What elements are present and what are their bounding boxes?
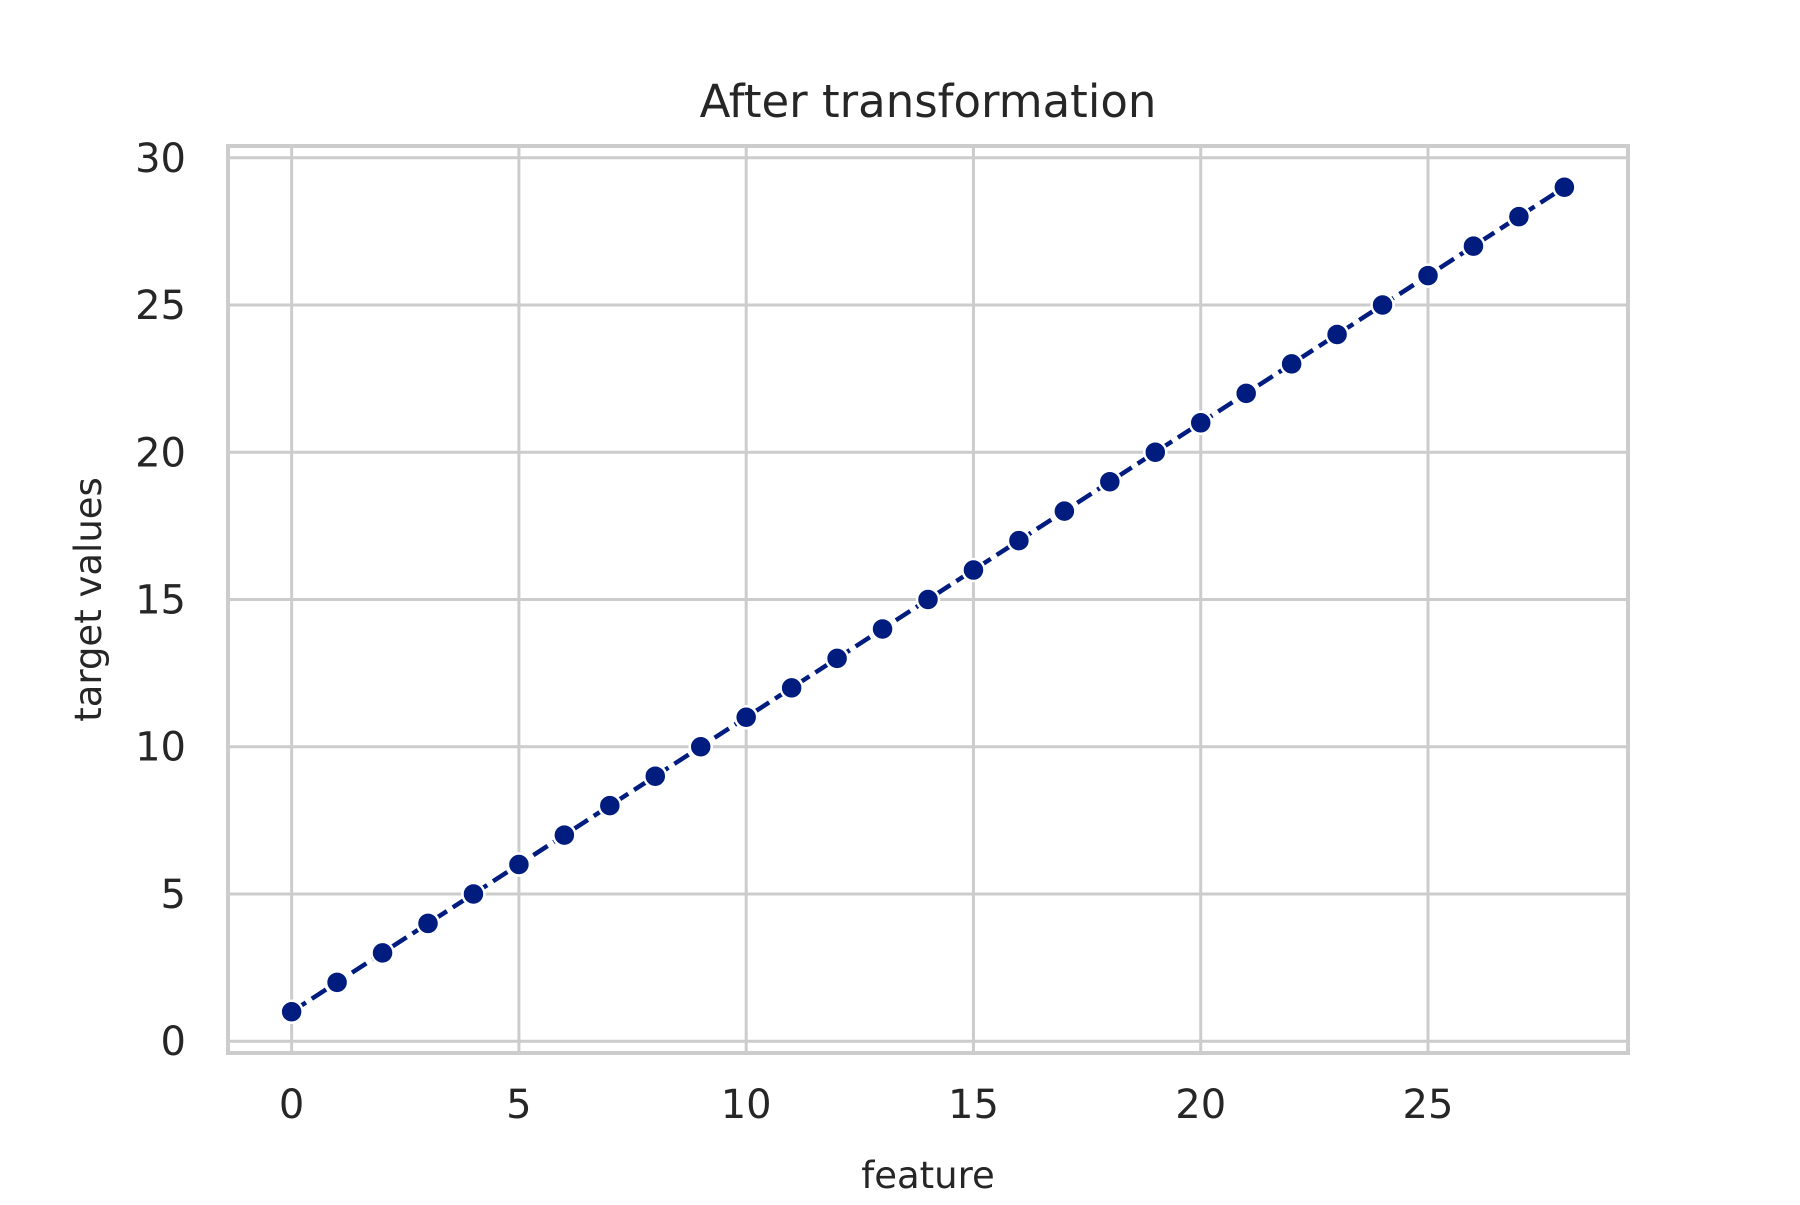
x-tick-label: 0 [279,1082,304,1128]
data-point [1415,263,1441,288]
data-point [643,763,668,789]
data-point [824,646,850,671]
data-point [915,587,941,612]
x-tick-label: 5 [506,1082,531,1128]
data-point [870,616,895,642]
data-point [733,705,759,730]
y-tick-label: 20 [135,430,186,476]
data-point [1279,351,1304,377]
data-point [1370,292,1395,318]
data-point [1097,469,1123,494]
x-axis-label: feature [861,1154,995,1197]
y-tick-label: 25 [135,283,186,329]
y-tick-label: 0 [161,1019,186,1065]
y-tick-label: 5 [161,872,186,918]
data-point [1006,528,1032,553]
tick-layer: 0 5 10 15 20 25 0 5 10 15 20 25 30 [135,136,1453,1128]
data-point [1461,233,1486,259]
data-point [461,881,486,907]
plot-frame [226,144,1630,1055]
y-axis-label: target values [67,477,110,722]
data-point [961,557,986,583]
data-point [1052,498,1077,524]
x-tick-label: 25 [1403,1082,1454,1128]
data-point [552,822,577,848]
grid-layer [228,146,1628,1053]
data-point [415,911,441,936]
data-point [688,734,713,759]
data-point [324,970,350,995]
data-point [597,793,623,818]
data-point [779,675,804,701]
series-layer [279,174,1577,1025]
data-point [1143,440,1168,465]
data-point [1188,410,1213,436]
x-tick-label: 10 [721,1082,772,1128]
data-point [279,999,304,1025]
x-tick-label: 15 [948,1082,999,1128]
y-tick-label: 10 [135,725,186,771]
data-point [506,852,532,877]
y-tick-label: 30 [135,136,186,182]
chart-title: After transformation [700,75,1157,128]
y-tick-label: 15 [135,578,186,624]
data-point [1233,381,1259,406]
data-point [1506,204,1532,229]
x-tick-label: 20 [1175,1082,1226,1128]
data-point [1324,322,1350,347]
data-point [370,940,395,966]
data-point [1552,174,1577,200]
